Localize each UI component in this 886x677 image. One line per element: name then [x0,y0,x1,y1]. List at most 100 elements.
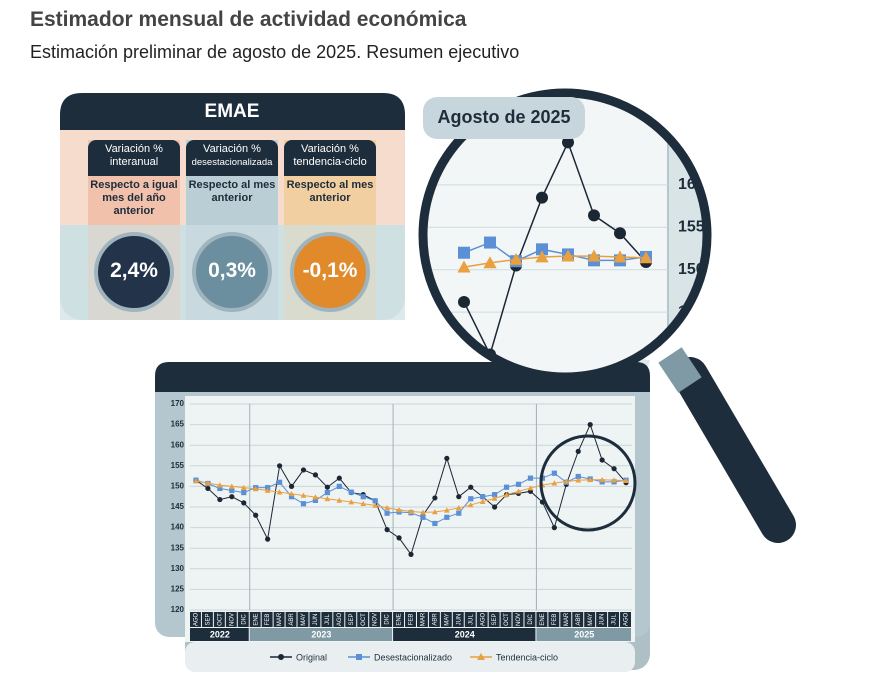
point [432,520,438,527]
month-cell [464,612,476,627]
point [205,485,211,492]
point [467,502,474,508]
month-cell [560,612,572,627]
point [492,492,498,498]
point [217,496,223,503]
point [535,250,549,263]
x-tick-label: ABR [576,613,582,626]
x-tick-label: MAR [564,612,570,626]
legend-marker [477,653,485,660]
x-tick-label: NOV [229,613,235,626]
point [458,295,470,308]
month-cell [297,612,309,627]
point [551,470,557,476]
y-tick-label: 170 [171,399,185,408]
month-cell [548,612,560,627]
heading: Variación % [105,143,163,155]
heading: Variación % [203,143,261,155]
magnifier-rim [418,88,712,382]
month-cell [309,612,321,627]
point [241,489,247,496]
point [264,487,271,493]
legend-marker [278,654,284,660]
point [241,500,247,506]
point [372,498,378,504]
year-cell [190,628,249,641]
point [503,491,510,497]
x-tick-label: JUL [325,614,331,625]
point [420,509,426,515]
zoom-lens [425,95,705,375]
description: Respecto al mes anterior [286,179,374,204]
month-cell [261,612,273,627]
y-tick-label: 125 [171,585,185,594]
point [360,494,366,500]
point [536,243,548,256]
point [456,494,462,500]
point [509,252,523,265]
month-cell [500,612,512,627]
point [587,476,594,483]
month-cell [357,612,369,627]
point [599,457,605,463]
point [515,481,522,487]
point [252,486,259,492]
point [599,476,605,483]
y-tick-label: 150 [171,482,185,491]
point [348,499,355,505]
column-heading: Variación % tendencia-ciclo [284,140,376,176]
point [300,467,307,473]
point [384,504,390,511]
x-tick-label: MAY [588,613,594,626]
month-cell [405,612,416,627]
month-cell [249,612,261,627]
point [468,484,474,490]
month-cell [620,612,631,627]
point [217,482,223,488]
x-tick-label: FEB [552,614,558,626]
zoom-tick-label: 155 [678,218,705,235]
x-tick-label: SEP [349,613,355,625]
x-tick-label: JUN [600,614,606,626]
x-tick-label: DIC [241,614,247,625]
subheading: tendencia-ciclo [293,156,367,168]
description: Respecto a igual mes del año anterior [90,179,178,217]
year-cell [393,628,536,641]
column-heading: Variación % desestacionalizada [186,140,278,176]
point [457,260,471,273]
x-tick-label: AGO [480,613,486,627]
month-cell [452,612,464,627]
point [288,483,295,489]
point [276,479,283,485]
point [527,475,534,481]
y-tick-label: 165 [171,420,185,429]
series-line [463,255,647,268]
magnifier-handle [672,357,796,543]
month-cell [213,612,225,627]
month-cell [572,612,584,627]
x-tick-label: JUN [313,614,319,626]
point [458,246,470,259]
point [312,497,319,504]
x-tick-label: ENE [397,613,403,625]
point [229,494,235,500]
month-cell [345,612,357,627]
point [288,490,295,497]
x-tick-label: JUN [456,614,462,626]
point [265,485,271,491]
point [484,236,496,249]
y-tick-label: 130 [171,564,185,573]
point [336,483,342,489]
year-label: 2022 [210,629,230,639]
year-label: 2024 [455,629,475,639]
point [336,497,343,503]
point [265,536,271,542]
value: 2,4% [110,259,158,282]
point [228,483,235,489]
point [432,495,438,501]
zoom-circle-small [539,434,637,532]
point [336,475,342,481]
x-tick-label: OCT [361,613,367,626]
point [588,209,600,222]
plot-area [185,396,635,642]
